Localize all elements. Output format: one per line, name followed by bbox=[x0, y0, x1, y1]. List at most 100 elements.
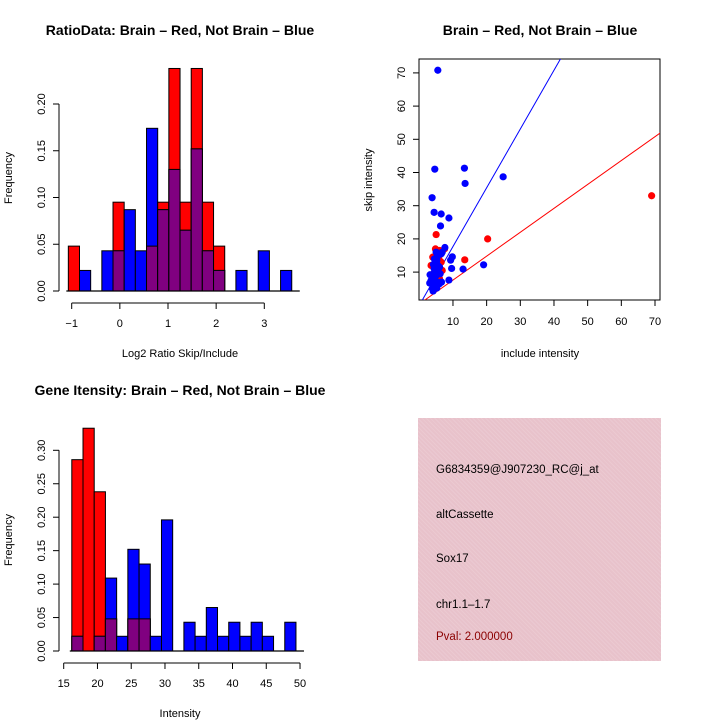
bar-not-brain bbox=[205, 607, 219, 652]
x-tick-label: 35 bbox=[193, 678, 205, 690]
bar-not-brain bbox=[217, 635, 230, 652]
point-not-brain bbox=[430, 208, 438, 216]
y-tick-label: 30 bbox=[396, 200, 408, 212]
y-tick-label: 0.00 bbox=[36, 280, 48, 301]
y-tick-label: 0.05 bbox=[36, 607, 48, 628]
point-brain bbox=[484, 235, 492, 243]
bar-not-brain bbox=[261, 635, 275, 652]
y-tick-label: 0.00 bbox=[36, 640, 48, 661]
x-tick-label: 20 bbox=[91, 678, 103, 690]
pval-text: Pval: 2.000000 bbox=[436, 631, 513, 643]
point-not-brain bbox=[430, 265, 438, 273]
point-not-brain bbox=[460, 164, 469, 172]
bar-overlap bbox=[213, 269, 226, 292]
scatter-axes: 10 20 30 40 50 60 70 10 20 30 40 50 60 70 bbox=[396, 67, 661, 328]
y-tick-label: 10 bbox=[396, 266, 408, 278]
bar-not-brain bbox=[239, 635, 252, 652]
bar-not-brain bbox=[101, 250, 114, 292]
x-tick-label: 30 bbox=[514, 316, 526, 328]
x-tick-label: 0 bbox=[117, 318, 123, 330]
gene-intensity-bars bbox=[71, 427, 297, 652]
bar-not-brain bbox=[235, 269, 248, 292]
bar-overlap bbox=[179, 229, 192, 292]
bar-not-brain bbox=[134, 250, 148, 292]
point-not-brain bbox=[428, 194, 436, 202]
point-not-brain bbox=[431, 165, 439, 173]
x-tick-label: 60 bbox=[615, 316, 627, 328]
point-brain bbox=[432, 230, 440, 239]
bar-overlap bbox=[127, 618, 140, 652]
y-tick-label: 0.25 bbox=[36, 473, 48, 494]
fit-line-brain bbox=[424, 132, 660, 300]
bar-not-brain bbox=[228, 621, 241, 652]
ratio-histogram-bars bbox=[67, 67, 293, 292]
scatter-plot-box bbox=[418, 58, 661, 301]
bar-not-brain bbox=[284, 621, 297, 652]
x-tick-label: 25 bbox=[125, 678, 137, 690]
scatter-points bbox=[426, 66, 656, 295]
y-tick-label: 40 bbox=[396, 166, 408, 178]
y-tick-label: 0.15 bbox=[36, 140, 48, 161]
point-brain bbox=[648, 192, 656, 200]
gene-intensity-ylabel: Frequency bbox=[3, 514, 15, 566]
scatter-title: Brain – Red, Not Brain – Blue bbox=[443, 22, 638, 38]
bar-not-brain bbox=[280, 269, 293, 292]
y-tick-label: 20 bbox=[396, 233, 408, 245]
y-tick-label: 0.20 bbox=[36, 93, 48, 114]
y-tick-label: 0.10 bbox=[36, 187, 48, 208]
ratio-histogram-xlabel: Log2 Ratio Skip/Include bbox=[122, 348, 238, 360]
x-tick-label: 2 bbox=[213, 318, 219, 330]
point-not-brain bbox=[499, 173, 507, 181]
ratio-histogram-title: RatioData: Brain – Red, Not Brain – Blue bbox=[46, 22, 315, 38]
bar-not-brain bbox=[123, 209, 136, 292]
gene-info-panel: G6834359@J907230_RC@j_at altCassette Sox… bbox=[418, 418, 661, 661]
gene-name-text: Sox17 bbox=[436, 553, 469, 565]
bar-brain bbox=[71, 459, 84, 652]
bar-brain bbox=[93, 491, 106, 652]
gene-intensity-panel: Gene Itensity: Brain – Red, Not Brain – … bbox=[3, 382, 326, 720]
point-not-brain bbox=[433, 284, 441, 292]
point-not-brain bbox=[436, 222, 445, 230]
bar-brain bbox=[82, 427, 95, 652]
x-tick-label: 70 bbox=[649, 316, 661, 328]
point-not-brain bbox=[445, 276, 453, 284]
bar-overlap bbox=[93, 635, 106, 652]
x-tick-label: 10 bbox=[447, 316, 459, 328]
point-brain bbox=[461, 256, 469, 264]
scatter-ylabel: skip intensity bbox=[363, 148, 375, 211]
y-tick-label: 0.15 bbox=[36, 540, 48, 561]
fit-line-not-brain bbox=[421, 59, 561, 300]
x-tick-label: 50 bbox=[294, 678, 306, 690]
bar-overlap bbox=[138, 618, 151, 652]
point-not-brain bbox=[480, 261, 488, 269]
bar-not-brain bbox=[116, 635, 129, 652]
point-not-brain bbox=[461, 179, 469, 188]
x-tick-label: −1 bbox=[65, 318, 78, 330]
bar-overlap bbox=[190, 148, 203, 292]
bar-overlap bbox=[112, 250, 125, 292]
point-not-brain bbox=[434, 66, 442, 74]
bar-not-brain bbox=[149, 635, 162, 652]
y-tick-label: 0.10 bbox=[36, 573, 48, 594]
x-tick-label: 1 bbox=[165, 318, 171, 330]
x-tick-label: 40 bbox=[548, 316, 560, 328]
bar-brain bbox=[67, 245, 81, 292]
ratio-histogram-ylabel: Frequency bbox=[3, 152, 15, 204]
bar-overlap bbox=[201, 250, 215, 292]
location-text: chr1.1–1.7 bbox=[436, 599, 491, 611]
point-not-brain bbox=[433, 253, 441, 261]
bar-overlap bbox=[71, 635, 84, 652]
y-tick-label: 60 bbox=[396, 100, 408, 112]
x-tick-label: 50 bbox=[582, 316, 594, 328]
y-tick-label: 0.05 bbox=[36, 234, 48, 255]
scatter-xlabel: include intensity bbox=[501, 348, 580, 360]
bar-not-brain bbox=[194, 635, 207, 652]
bar-not-brain bbox=[183, 621, 196, 652]
event-type-text: altCassette bbox=[436, 509, 494, 521]
point-not-brain bbox=[437, 210, 445, 218]
gene-intensity-xlabel: Intensity bbox=[160, 708, 201, 720]
ratio-histogram-axes: −1 0 1 2 3 0.00 0.05 0.10 0.15 0.20 bbox=[36, 93, 300, 330]
probe-id-text: G6834359@J907230_RC@j_at bbox=[436, 464, 599, 476]
y-tick-label: 50 bbox=[396, 133, 408, 145]
